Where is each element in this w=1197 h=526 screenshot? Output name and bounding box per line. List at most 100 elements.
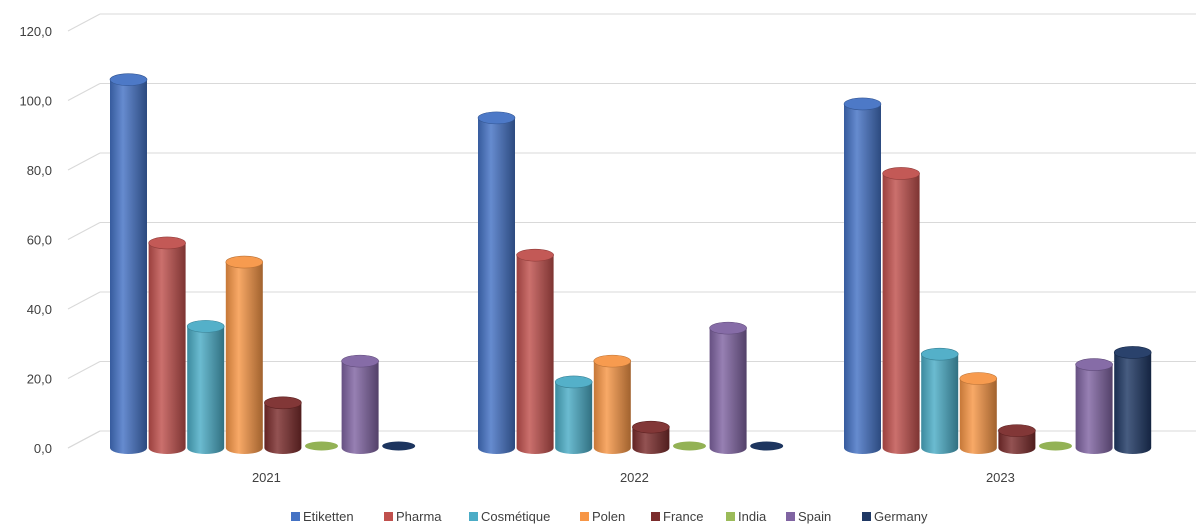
- bar-india-2021: [305, 441, 338, 451]
- legend-item-etiketten: Etiketten: [291, 509, 354, 524]
- x-category-label: 2022: [620, 470, 649, 485]
- y-tick-label: 60,0: [27, 233, 52, 248]
- bar-top: [882, 167, 920, 180]
- legend-swatch: [469, 512, 478, 521]
- grid-connector: [67, 361, 101, 379]
- bar-top: [959, 372, 998, 385]
- bar-top: [554, 375, 593, 389]
- bar-etiketten-2021: [109, 73, 148, 455]
- bar-spain-2022: [709, 321, 747, 455]
- legend-label: Germany: [874, 509, 928, 524]
- bar-body: [593, 361, 631, 455]
- bar-top: [1075, 358, 1113, 371]
- bar-india-2023: [1039, 441, 1072, 451]
- bar-top: [843, 97, 882, 111]
- y-tick-label: 80,0: [27, 163, 52, 178]
- bar-body: [1075, 364, 1113, 455]
- legend-label: Polen: [592, 509, 625, 524]
- bar-top: [709, 321, 747, 335]
- bar-body: [998, 430, 1036, 455]
- grid-connector: [67, 222, 101, 240]
- bar-body: [882, 173, 920, 455]
- legend-swatch: [291, 512, 300, 521]
- bar-top: [341, 354, 379, 368]
- legend-swatch: [384, 512, 393, 521]
- legend-item-polen: Polen: [580, 509, 625, 524]
- legend-swatch: [580, 512, 589, 521]
- bar-top: [477, 111, 516, 125]
- legend-item-pharma: Pharma: [384, 509, 442, 524]
- legend-swatch: [862, 512, 871, 521]
- bar-body: [516, 255, 554, 455]
- y-tick-label: 0,0: [34, 441, 52, 456]
- legend-label: Spain: [798, 509, 831, 524]
- grid-connector: [67, 83, 101, 101]
- bar-top: [186, 320, 225, 333]
- bar-india-2022: [673, 441, 706, 451]
- bar-body: [921, 354, 959, 455]
- legend-item-india: India: [726, 509, 767, 524]
- bar-top: [516, 248, 554, 262]
- bar-top: [632, 420, 670, 434]
- bar-top: [225, 255, 264, 269]
- bar-disc: [1039, 441, 1072, 451]
- bar-pharma-2022: [516, 248, 554, 455]
- bar-germany-2022: [750, 441, 784, 451]
- legend-item-spain: Spain: [786, 509, 831, 524]
- bar-body: [187, 326, 225, 455]
- bar-france-2022: [632, 420, 670, 455]
- legend-label: Etiketten: [303, 509, 354, 524]
- y-tick-label: 100,0: [19, 94, 52, 109]
- bar-pharma-2021: [148, 236, 186, 455]
- bar-top: [109, 73, 148, 86]
- bar-etiketten-2022: [477, 111, 516, 455]
- bar-body: [225, 262, 263, 454]
- bar-body: [959, 378, 997, 455]
- bar-cosm-tique-2023: [920, 347, 959, 455]
- bar-body: [844, 103, 881, 455]
- bar-top: [148, 236, 186, 250]
- x-category-label: 2021: [252, 470, 281, 485]
- bar-polen-2021: [225, 255, 264, 454]
- legend: Etiketten Pharma Cosmétique Polen France Indi…: [291, 509, 928, 524]
- bar-top: [593, 354, 632, 368]
- bar-top: [920, 347, 959, 361]
- bar-cosm-tique-2022: [554, 375, 593, 454]
- legend-label: Pharma: [396, 509, 442, 524]
- x-category-label: 2023: [986, 470, 1015, 485]
- bar-germany-2023: [1113, 346, 1152, 455]
- bar-disc: [305, 441, 338, 451]
- bar-disc: [382, 441, 416, 451]
- bar-germany-2021: [382, 441, 416, 451]
- legend-label: France: [663, 509, 703, 524]
- bar-top: [998, 424, 1036, 437]
- y-axis-ticks: 0,0 20,0 40,0 60,0 80,0 100,0 120,0: [19, 24, 52, 456]
- bar-body: [341, 361, 379, 455]
- bar-france-2021: [264, 396, 302, 454]
- bar-body: [555, 381, 593, 454]
- bar-disc: [673, 441, 706, 451]
- y-tick-label: 20,0: [27, 372, 52, 387]
- bar-body: [632, 427, 670, 455]
- bar-body: [148, 242, 186, 455]
- bar-etiketten-2023: [843, 97, 882, 455]
- legend-swatch: [726, 512, 735, 521]
- bar-france-2023: [998, 424, 1036, 455]
- bar-polen-2022: [593, 354, 632, 455]
- legend-label: India: [738, 509, 767, 524]
- floor-edge: [67, 430, 101, 449]
- bar-spain-2023: [1075, 358, 1113, 455]
- bar-body: [110, 79, 147, 455]
- bar-body: [709, 328, 747, 455]
- bar-pharma-2023: [882, 167, 920, 455]
- legend-item-cosm-tique: Cosmétique: [469, 509, 550, 524]
- y-tick-label: 40,0: [27, 302, 52, 317]
- bar-body: [1114, 352, 1152, 455]
- bar-disc: [750, 441, 784, 451]
- bars: [109, 73, 1152, 455]
- bar-body: [478, 117, 515, 455]
- x-axis-categories: 2021 2022 2023: [252, 470, 1015, 485]
- bar-body: [264, 402, 302, 454]
- grid-connector: [67, 152, 101, 171]
